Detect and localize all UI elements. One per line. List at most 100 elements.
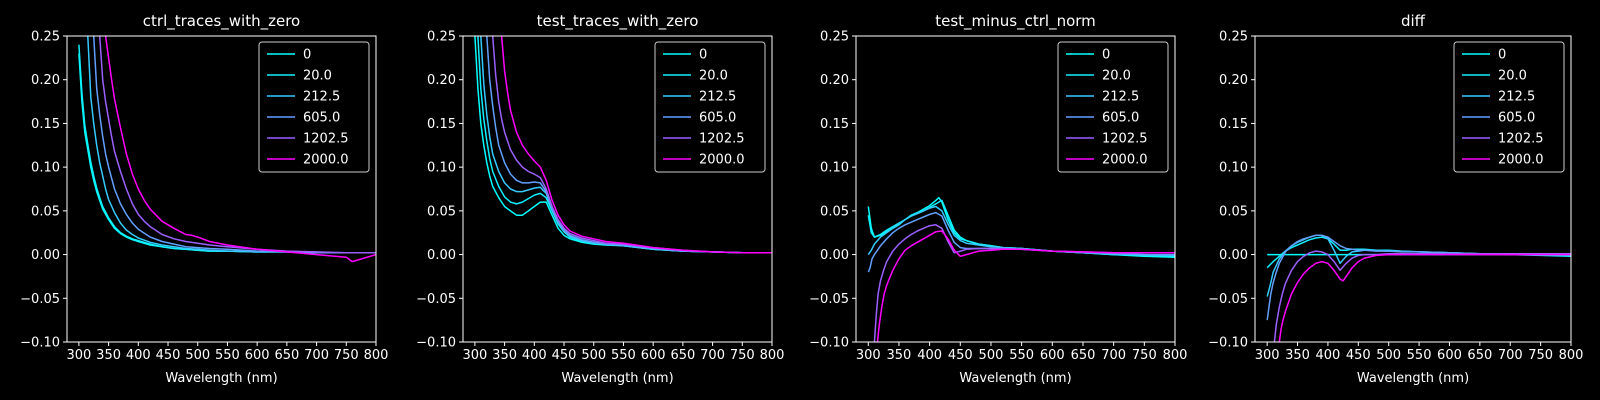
y-tick-label: 0.00 [1219, 248, 1248, 263]
legend-label: 20.0 [303, 69, 332, 84]
y-tick-label: 0.00 [31, 248, 60, 263]
y-tick-label: −0.10 [1208, 336, 1248, 351]
y-tick-label: 0.20 [427, 73, 456, 88]
series-line-2-3 [867, 211, 1175, 273]
series-line-1-5 [500, 36, 772, 254]
x-tick-label: 550 [1407, 348, 1432, 363]
x-tick-label: 700 [1101, 348, 1126, 363]
x-tick-label: 500 [979, 348, 1004, 363]
series-line-3-4 [1273, 250, 1571, 342]
y-tick-label: −0.10 [416, 336, 456, 351]
x-tick-label: 450 [156, 348, 181, 363]
y-tick-label: 0.25 [820, 30, 849, 45]
axes-frame [66, 35, 377, 343]
legend-label: 20.0 [1102, 69, 1131, 84]
y-tick-label: 0.05 [427, 204, 456, 219]
x-axis-label: Wavelength (nm) [959, 371, 1071, 386]
legend-label: 0 [1498, 48, 1506, 63]
legend-label: 0 [1102, 48, 1110, 63]
series-line-0-3 [92, 36, 376, 254]
y-tick-label: −0.10 [809, 336, 849, 351]
legend-label: 605.0 [699, 111, 736, 126]
x-tick-label: 650 [274, 348, 299, 363]
x-tick-label: 800 [364, 348, 389, 363]
x-tick-label: 500 [1376, 348, 1401, 363]
x-tick-label: 700 [304, 348, 329, 363]
series-line-3-3 [1266, 234, 1571, 321]
legend-label: 212.5 [303, 90, 340, 105]
legend-label: 20.0 [699, 69, 728, 84]
legend-label: 1202.5 [303, 132, 349, 147]
x-tick-label: 400 [126, 348, 151, 363]
chart-panel-2: 300 350 400 450 500 550 600 650 700 750 800 −0.10 −0… [809, 12, 1187, 386]
x-tick-label: 350 [96, 348, 121, 363]
x-tick-label: 450 [552, 348, 577, 363]
x-tick-label: 350 [887, 348, 912, 363]
legend-label: 20.0 [1498, 69, 1527, 84]
series-line-0-2 [87, 36, 376, 254]
legend-label: 2000.0 [1102, 153, 1148, 168]
x-tick-label: 650 [1071, 348, 1096, 363]
legend-label: 605.0 [1102, 111, 1139, 126]
y-tick-label: 0.15 [820, 117, 849, 132]
x-tick-label: 600 [1040, 348, 1065, 363]
y-tick-label: −0.05 [416, 292, 456, 307]
y-tick-label: 0.05 [1219, 204, 1248, 219]
y-tick-label: −0.05 [20, 292, 60, 307]
legend-label: 2000.0 [699, 153, 745, 168]
x-axis-label: Wavelength (nm) [165, 371, 277, 386]
y-tick-label: 0.10 [31, 161, 60, 176]
y-tick-label: −0.05 [809, 292, 849, 307]
axes-frame [855, 35, 1176, 343]
x-axis-label: Wavelength (nm) [561, 371, 673, 386]
y-tick-label: 0.15 [427, 117, 456, 132]
y-tick-label: 0.00 [427, 248, 456, 263]
x-tick-label: 600 [245, 348, 270, 363]
y-tick-label: 0.25 [31, 30, 60, 45]
legend-label: 212.5 [1102, 90, 1139, 105]
y-tick-label: 0.10 [427, 161, 456, 176]
x-tick-label: 750 [730, 348, 755, 363]
y-tick-label: 0.20 [31, 73, 60, 88]
x-tick-label: 550 [611, 348, 636, 363]
x-tick-label: 300 [856, 348, 881, 363]
y-tick-label: 0.25 [1219, 30, 1248, 45]
x-tick-label: 450 [948, 348, 973, 363]
y-tick-label: 0.05 [820, 204, 849, 219]
axes-frame [1254, 35, 1572, 343]
chart-panel-0: 300 350 400 450 500 550 600 650 700 750 800 −0.10 −0… [20, 12, 388, 386]
chart-panel-1: 300 350 400 450 500 550 600 650 700 750 800 −0.10 −0… [416, 12, 784, 386]
x-tick-label: 750 [1528, 348, 1553, 363]
y-tick-label: 0.00 [820, 248, 849, 263]
legend-label: 0 [303, 48, 311, 63]
legend-label: 1202.5 [1102, 132, 1148, 147]
x-tick-label: 600 [1437, 348, 1462, 363]
chart-title: test_minus_ctrl_norm [935, 12, 1096, 31]
series-line-2-4 [873, 224, 1175, 342]
chart-title: ctrl_traces_with_zero [143, 12, 300, 31]
series-line-3-5 [1278, 253, 1571, 342]
x-tick-label: 350 [492, 348, 517, 363]
x-tick-label: 400 [917, 348, 942, 363]
y-tick-label: −0.10 [20, 336, 60, 351]
axes-frame [462, 35, 773, 343]
x-tick-label: 800 [760, 348, 785, 363]
x-tick-label: 500 [185, 348, 210, 363]
y-tick-label: 0.20 [820, 73, 849, 88]
legend-label: 1202.5 [699, 132, 745, 147]
y-tick-label: 0.10 [820, 161, 849, 176]
x-tick-label: 300 [66, 348, 91, 363]
x-tick-label: 300 [462, 348, 487, 363]
x-tick-label: 300 [1255, 348, 1280, 363]
x-tick-label: 750 [334, 348, 359, 363]
legend-label: 605.0 [1498, 111, 1535, 126]
legend-label: 212.5 [1498, 90, 1535, 105]
y-tick-label: 0.15 [1219, 117, 1248, 132]
x-tick-label: 350 [1285, 348, 1310, 363]
y-tick-label: 0.20 [1219, 73, 1248, 88]
x-tick-label: 800 [1163, 348, 1188, 363]
y-tick-label: 0.25 [427, 30, 456, 45]
y-tick-label: −0.05 [1208, 292, 1248, 307]
x-tick-label: 650 [670, 348, 695, 363]
